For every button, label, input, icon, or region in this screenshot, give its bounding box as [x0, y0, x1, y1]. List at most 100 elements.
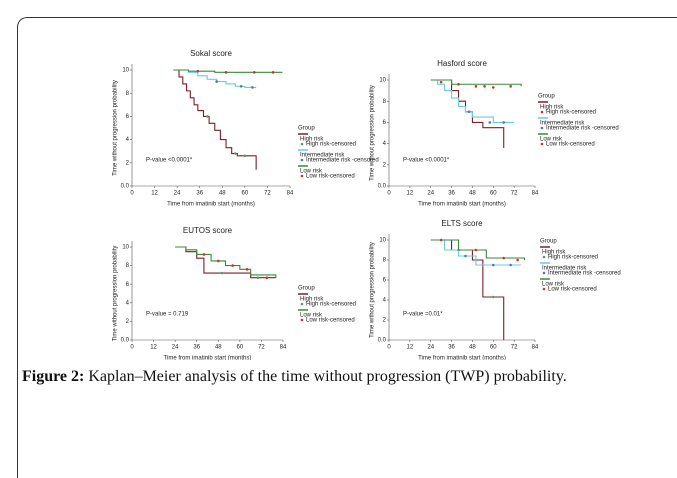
x-tick-label: 0 [387, 191, 391, 197]
chart-title: Sokal score [190, 49, 232, 58]
legend-label: High risk [542, 250, 566, 256]
x-tick-label: 48 [469, 345, 476, 351]
x-tick-label: 36 [196, 191, 203, 197]
x-tick-label: 60 [490, 345, 497, 351]
censor-mark [439, 80, 443, 84]
x-axis-label: Time from imatinib start (months) [164, 356, 252, 360]
legend-swatch [542, 271, 546, 275]
y-tick-label: 10 [379, 238, 386, 244]
censor-mark [205, 115, 209, 118]
x-tick-label: 84 [532, 191, 539, 197]
legend-label: Low risk-censored [306, 318, 355, 324]
x-axis-label: Time from imatinib start (months) [418, 356, 506, 360]
y-tick-label: 8 [126, 263, 130, 269]
legend-label: High risk-censored [306, 142, 356, 148]
y-tick-label: 8 [383, 99, 387, 105]
y-tick-label: 6 [126, 282, 130, 288]
x-tick-label: 48 [219, 191, 226, 197]
legend-swatch [542, 287, 546, 291]
legend-label: Low risk-censored [548, 287, 597, 293]
legend-title: Group [298, 286, 315, 292]
p-value: P-value <0.0001* [146, 158, 193, 164]
survival-curve [430, 79, 505, 148]
chart-title: EUTOS score [183, 226, 233, 235]
censor-mark [491, 295, 495, 299]
x-tick-label: 24 [172, 345, 179, 351]
censor-mark [516, 258, 519, 262]
survival-curve [430, 79, 515, 123]
legend-label: Low risk [300, 313, 323, 319]
censor-mark [457, 82, 460, 86]
x-tick-label: 84 [532, 345, 539, 351]
censor-mark [252, 71, 256, 74]
legend-swatch [300, 142, 304, 146]
figure-frame [17, 17, 677, 478]
censor-mark [231, 264, 234, 267]
survival-curve [175, 246, 277, 278]
legend-label: Low risk-censored [546, 142, 595, 148]
legend-label: Intermediate risk [300, 153, 345, 159]
x-tick-label: 24 [174, 191, 181, 197]
survival-curve [430, 239, 522, 266]
censor-mark [196, 69, 200, 73]
censor-mark [467, 110, 471, 114]
legend-swatch [300, 174, 304, 178]
y-axis-label: Time without progression probability [113, 246, 119, 342]
censor-mark [256, 276, 260, 279]
censor-mark [491, 86, 495, 89]
y-tick-label: 6 [126, 114, 130, 120]
x-tick-label: 0 [387, 345, 391, 351]
censor-mark [509, 263, 512, 267]
y-tick-label: 4 [126, 300, 130, 306]
x-axis-label: Time from imatinib start (months) [167, 202, 255, 208]
censor-mark [509, 85, 512, 88]
legend-label: Intermediate risk [540, 121, 585, 127]
x-tick-label: 0 [130, 345, 134, 351]
legend-title: Group [538, 94, 555, 100]
censor-mark [439, 238, 443, 242]
legend-swatch [540, 110, 544, 114]
censor-mark [464, 254, 467, 258]
x-tick-label: 36 [193, 345, 200, 351]
caption-text: Kaplan–Meier analysis of the time withou… [88, 368, 567, 385]
x-tick-label: 60 [490, 191, 497, 197]
legend-label: High risk [300, 297, 324, 303]
legend-label: Intermediate risk -censored [546, 126, 619, 132]
y-tick-label: 8 [383, 258, 387, 264]
p-value: P-value = 0.719 [146, 312, 189, 318]
caption: Figure 2: Kaplan–Meier analysis of the t… [22, 364, 656, 390]
legend-swatch [300, 158, 304, 162]
x-tick-label: 72 [264, 191, 271, 197]
censor-mark [502, 256, 506, 260]
censor-mark [220, 271, 224, 275]
legend-title: Group [540, 239, 557, 245]
legend-label: High risk-censored [546, 110, 596, 116]
y-tick-label: 10 [379, 78, 386, 84]
y-tick-label: 2 [383, 162, 387, 168]
legend-swatch [300, 318, 304, 322]
censor-mark [271, 71, 275, 74]
survival-curve [430, 239, 526, 260]
p-value: P-value <0.0001* [403, 158, 450, 164]
legend-label: High risk [540, 105, 564, 111]
censor-mark [245, 268, 249, 271]
x-tick-label: 72 [511, 345, 518, 351]
legend-label: High risk-censored [306, 302, 356, 308]
legend-swatch [542, 255, 546, 259]
y-tick-label: 6 [383, 278, 387, 284]
legend-swatch [300, 302, 304, 306]
y-tick-label: 0.0 [121, 338, 130, 344]
legend-label: Intermediate risk [542, 266, 587, 272]
censor-mark [488, 121, 492, 124]
x-tick-label: 48 [215, 345, 222, 351]
chart-title: ELTS score [441, 219, 483, 228]
y-tick-label: 0.0 [378, 338, 387, 344]
censor-mark [215, 80, 218, 83]
legend-label: High risk [300, 137, 324, 143]
x-tick-label: 0 [130, 191, 134, 197]
censor-mark [239, 84, 243, 88]
legend-label: Low risk-censored [306, 174, 355, 180]
y-tick-label: 4 [383, 141, 387, 147]
legend-label: Low risk [540, 137, 563, 143]
x-tick-label: 72 [511, 191, 518, 197]
